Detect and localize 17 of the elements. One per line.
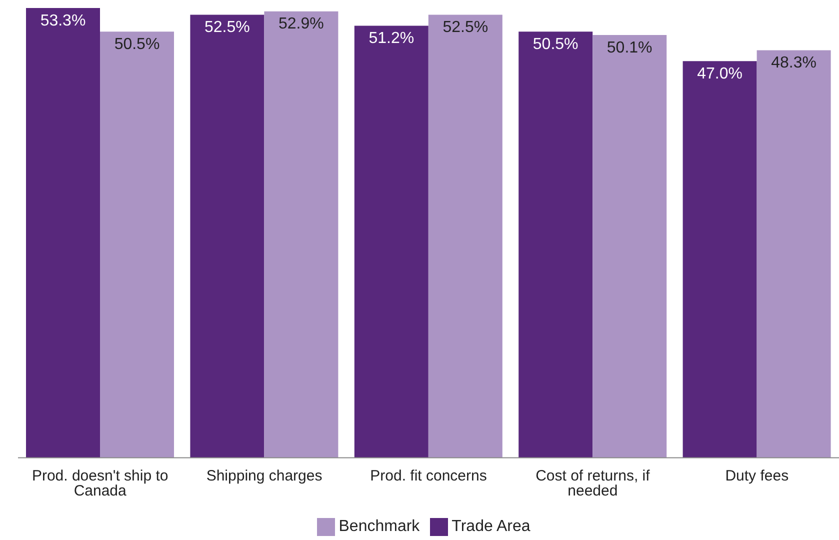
data-label: 48.3% bbox=[771, 54, 816, 72]
data-label: 52.9% bbox=[278, 16, 324, 33]
legend-label: Benchmark bbox=[338, 518, 420, 535]
data-label: 52.5% bbox=[442, 19, 488, 36]
legend-label: Trade Area bbox=[452, 518, 530, 535]
data-label: 52.5% bbox=[204, 19, 250, 36]
x-tick-label: Prod. doesn't ship to Canada bbox=[32, 467, 168, 500]
data-label: 50.5% bbox=[532, 36, 578, 53]
data-label: 50.1% bbox=[606, 39, 652, 56]
x-tick-label: Shipping charges bbox=[206, 467, 322, 484]
x-tick-label: Cost of returns, if needed bbox=[536, 467, 651, 500]
data-label: 50.5% bbox=[114, 36, 160, 53]
data-label: 47.0% bbox=[697, 66, 742, 83]
x-tick-label: Duty fees bbox=[725, 467, 789, 484]
data-label: 53.3% bbox=[40, 12, 86, 30]
x-tick-label: Prod. fit concerns bbox=[370, 467, 487, 484]
data-label: 51.2% bbox=[368, 30, 414, 48]
